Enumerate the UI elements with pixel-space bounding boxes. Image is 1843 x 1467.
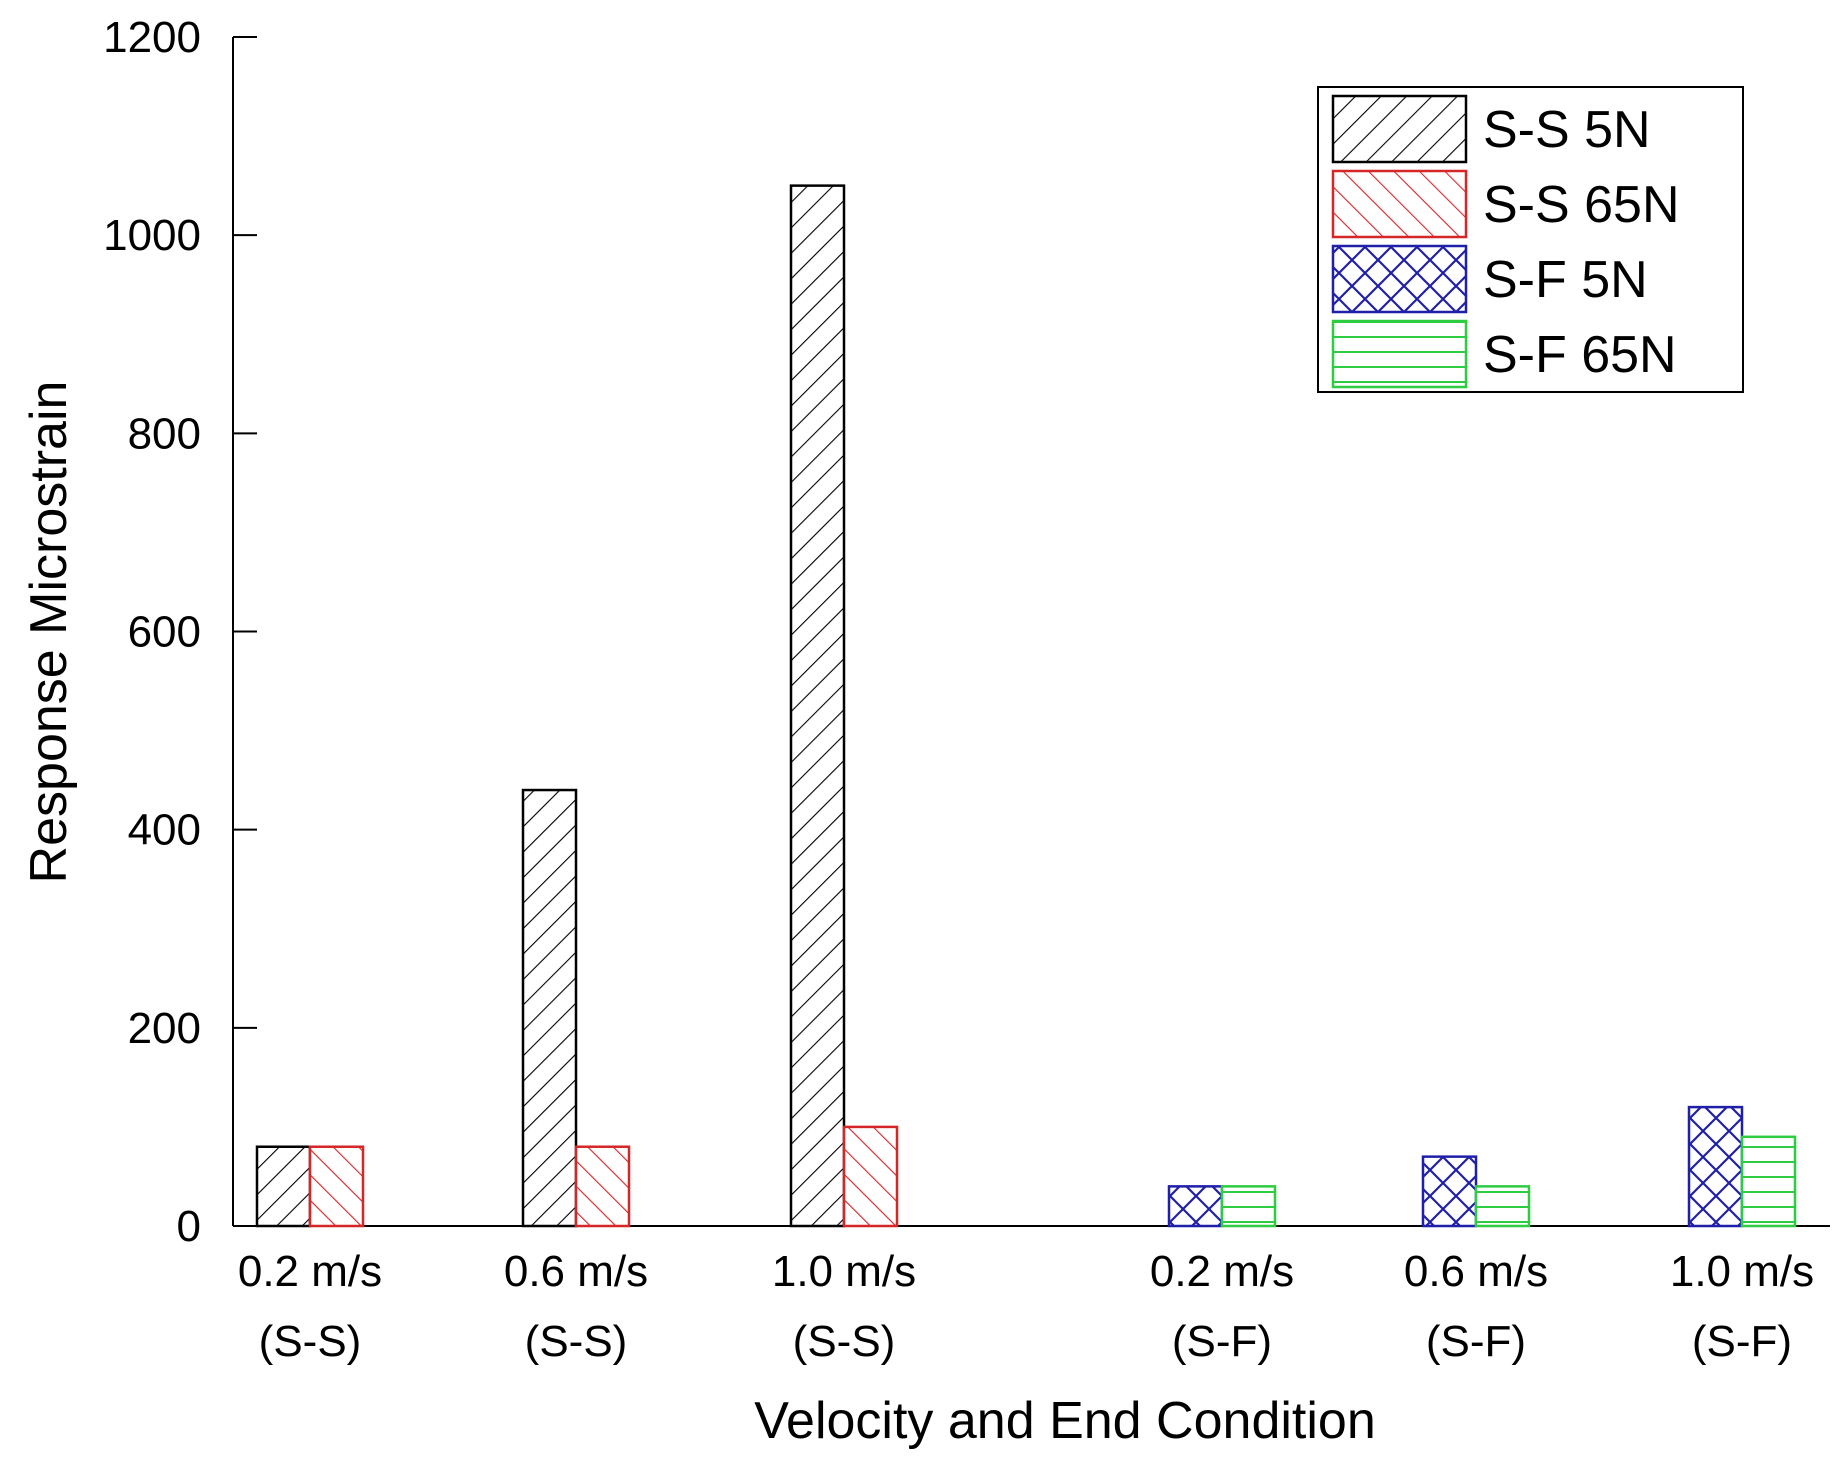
y-tick-label: 0: [177, 1202, 201, 1251]
legend-swatch-s-f-5n: [1331, 244, 1468, 314]
y-ticks: 0 200 400 600 800 1000 1200: [103, 13, 257, 1251]
x-tick-label-line1: 1.0 m/s: [772, 1247, 916, 1296]
y-tick-label: 800: [128, 409, 201, 458]
x-tick-label-line1: 1.0 m/s: [1670, 1247, 1814, 1296]
y-tick-label: 1000: [103, 211, 201, 260]
legend-swatch-s-s-5n: [1331, 94, 1468, 164]
x-tick-label-line2: (S-F): [1172, 1317, 1272, 1366]
x-axis-title: Velocity and End Condition: [754, 1392, 1376, 1450]
x-tick-label-line1: 0.6 m/s: [504, 1247, 648, 1296]
bar-s-s-5n-cat-0: [255, 1145, 312, 1228]
legend-swatch-s-s-65n: [1331, 169, 1468, 239]
x-tick-label-line2: (S-S): [525, 1317, 628, 1366]
bar-s-f-5n-cat-5: [1687, 1105, 1744, 1228]
x-tick-label-line2: (S-S): [259, 1317, 362, 1366]
x-tick-label-line2: (S-F): [1692, 1317, 1792, 1366]
legend-label: S-F 5N: [1483, 251, 1648, 309]
bar-s-s-65n-cat-2: [842, 1125, 899, 1228]
x-tick-labels: 0.2 m/s (S-S) 0.6 m/s (S-S) 1.0 m/s (S-S) 0.2 …: [238, 1247, 1814, 1366]
legend-label: S-F 65N: [1483, 326, 1677, 384]
legend-label: S-S 65N: [1483, 176, 1680, 234]
y-tick-label: 1200: [103, 13, 201, 62]
legend: S-S 5N S-S 65N S-F 5N S-F 65N: [1317, 86, 1744, 393]
legend-label: S-S 5N: [1483, 101, 1651, 159]
y-tick-label: 200: [128, 1004, 201, 1053]
bar-s-f-65n-cat-3: [1220, 1185, 1277, 1228]
bar-s-f-65n-cat-5: [1740, 1135, 1797, 1228]
y-tick-label: 600: [128, 608, 201, 657]
x-tick-label-line1: 0.2 m/s: [1150, 1247, 1294, 1296]
bar-s-f-65n-cat-4: [1474, 1185, 1531, 1228]
bars: [255, 184, 1797, 1228]
bar-s-f-5n-cat-3: [1167, 1185, 1224, 1228]
x-tick-label-line2: (S-S): [793, 1317, 896, 1366]
y-axis-title: Response Microstrain: [20, 381, 78, 884]
bar-s-f-5n-cat-4: [1421, 1155, 1478, 1228]
bar-s-s-65n-cat-1: [574, 1145, 631, 1228]
y-tick-label: 400: [128, 806, 201, 855]
legend-swatch-s-f-65n: [1331, 319, 1468, 389]
bar-s-s-65n-cat-0: [308, 1145, 365, 1228]
bar-s-s-5n-cat-1: [521, 788, 578, 1228]
bar-s-s-5n-cat-2: [789, 184, 846, 1228]
x-tick-label-line2: (S-F): [1426, 1317, 1526, 1366]
x-tick-label-line1: 0.2 m/s: [238, 1247, 382, 1296]
x-tick-label-line1: 0.6 m/s: [1404, 1247, 1548, 1296]
